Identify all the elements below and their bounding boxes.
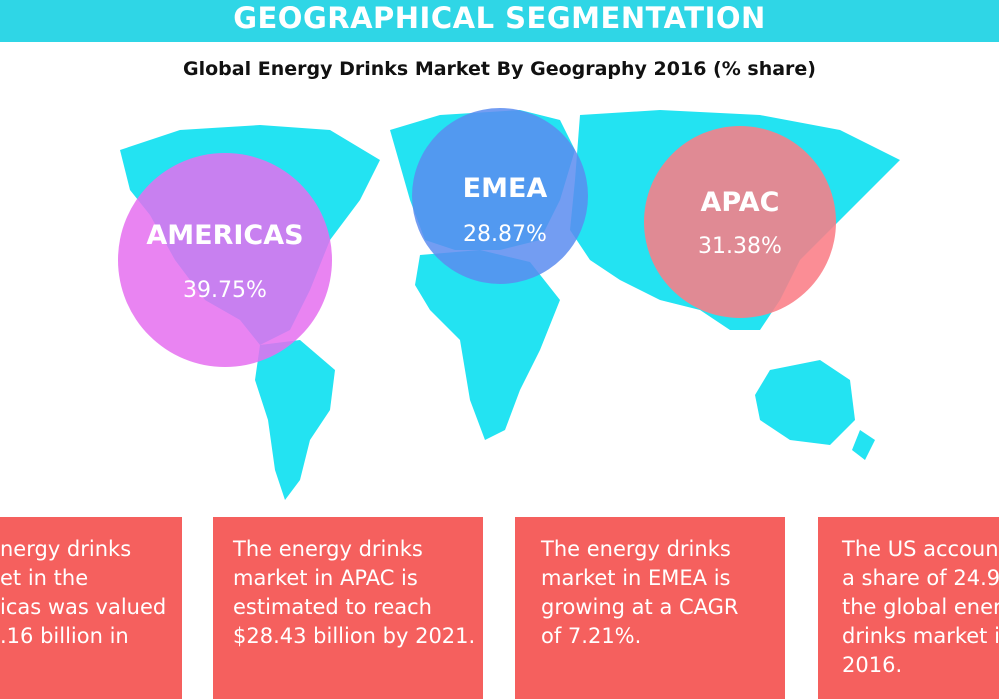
subtitle: Global Energy Drinks Market By Geography… <box>183 58 816 80</box>
card-line: estimated to reach <box>233 595 432 619</box>
card-line: growing at a CAGR <box>541 595 739 619</box>
emea-circle <box>412 108 588 284</box>
info-card: The energy drinks market in APAC is estima… <box>213 517 483 699</box>
card-line: of 7.21%. <box>541 624 642 648</box>
card-line: the global ener <box>842 595 999 619</box>
card-line: The energy drinks <box>233 537 423 561</box>
region-share: 39.75% <box>183 278 267 303</box>
region-name: EMEA <box>463 173 548 204</box>
card-line: a share of 24.95 <box>842 566 999 590</box>
info-card: The US account a share of 24.95 the global… <box>818 517 999 699</box>
apac-circle <box>644 126 836 318</box>
info-card: The energy drinks market in EMEA is growin… <box>515 517 785 699</box>
card-line: The US account <box>842 537 999 561</box>
region-share: 28.87% <box>463 222 547 247</box>
card-line: drinks market i <box>842 624 999 648</box>
card-line: 2016. <box>842 653 903 677</box>
americas-circle <box>118 153 332 367</box>
card-line: .16 billion in <box>0 624 129 648</box>
card-line: market in APAC is <box>233 566 418 590</box>
region-name: APAC <box>701 187 780 218</box>
card-line: $28.43 billion by 2021. <box>233 624 476 648</box>
card-line: nergy drinks <box>0 537 132 561</box>
card-line: et in the <box>0 566 89 590</box>
card-line: icas was valued <box>0 595 167 619</box>
region-name: AMERICAS <box>146 220 303 251</box>
info-card: nergy drinks et in the icas was valued .16 … <box>0 517 182 699</box>
card-line: The energy drinks <box>541 537 731 561</box>
world-map: AMERICAS 39.75% EMEA 28.87% APAC 31.38% <box>118 108 900 500</box>
header: GEOGRAPHICAL SEGMENTATION <box>0 0 999 42</box>
region-share: 31.38% <box>698 234 782 259</box>
card-line: market in EMEA is <box>541 566 731 590</box>
